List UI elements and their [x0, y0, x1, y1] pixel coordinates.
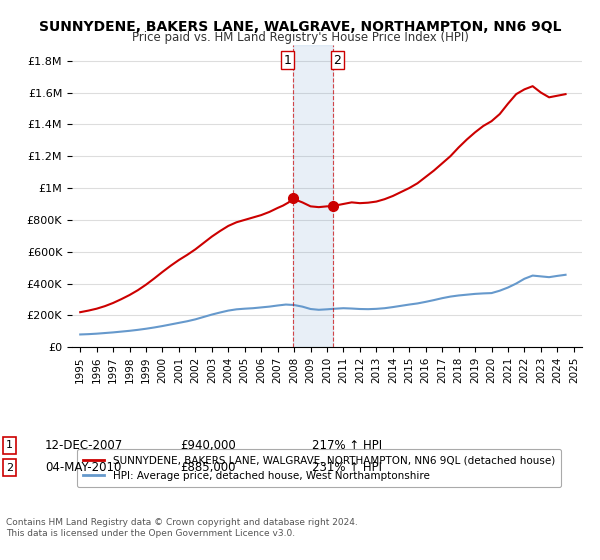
Text: Price paid vs. HM Land Registry's House Price Index (HPI): Price paid vs. HM Land Registry's House …	[131, 31, 469, 44]
Text: 1: 1	[6, 440, 13, 450]
Text: £885,000: £885,000	[180, 461, 235, 474]
Text: Contains HM Land Registry data © Crown copyright and database right 2024.
This d: Contains HM Land Registry data © Crown c…	[6, 518, 358, 538]
Text: £940,000: £940,000	[180, 438, 236, 452]
Text: 04-MAY-2010: 04-MAY-2010	[45, 461, 121, 474]
Text: 2: 2	[334, 54, 341, 67]
Text: 2: 2	[6, 463, 13, 473]
Text: 1: 1	[284, 54, 292, 67]
Legend: SUNNYDENE, BAKERS LANE, WALGRAVE, NORTHAMPTON, NN6 9QL (detached house), HPI: Av: SUNNYDENE, BAKERS LANE, WALGRAVE, NORTHA…	[77, 449, 561, 487]
Bar	[293, 45, 332, 347]
Text: 217% ↑ HPI: 217% ↑ HPI	[312, 438, 382, 452]
Text: 12-DEC-2007: 12-DEC-2007	[45, 438, 123, 452]
Text: SUNNYDENE, BAKERS LANE, WALGRAVE, NORTHAMPTON, NN6 9QL: SUNNYDENE, BAKERS LANE, WALGRAVE, NORTHA…	[39, 20, 561, 34]
Text: 231% ↑ HPI: 231% ↑ HPI	[312, 461, 382, 474]
